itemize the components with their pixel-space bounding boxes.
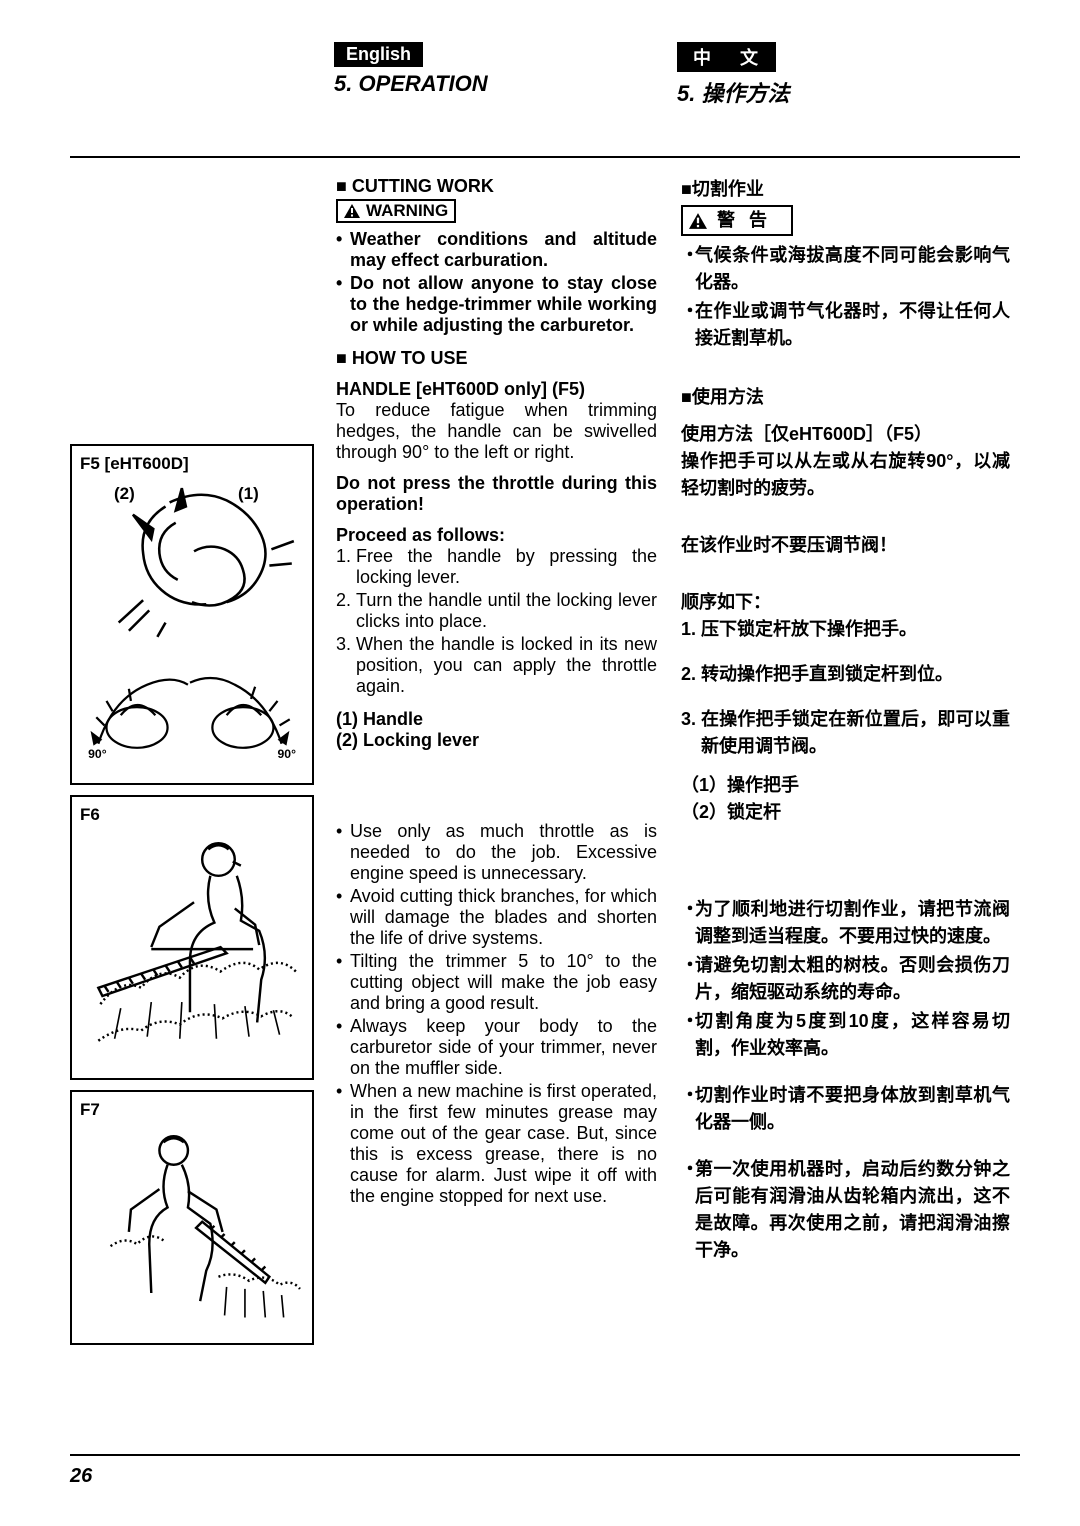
no-throttle-cn: 在该作业时不要压调节阀！	[681, 532, 1010, 559]
warning-box-cn: 警告	[681, 205, 793, 236]
column-chinese: 切割作业 警告 气候条件或海拔高度不同可能会影响气化器。 在作业或调节气化器时，…	[667, 176, 1020, 1355]
tip-en-4: When a new machine is first operated, in…	[336, 1081, 657, 1207]
rule-bottom	[70, 1454, 1020, 1456]
no-throttle-en: Do not press the throttle during this op…	[336, 473, 657, 515]
warn-en-1: Do not allow anyone to stay close to the…	[336, 273, 657, 336]
warning-box-en: WARNING	[336, 199, 456, 223]
parts-en-1: (1) Handle	[336, 709, 657, 730]
parts-cn-1: （1）操作把手	[681, 772, 1010, 799]
tip-en-2: Tilting the trimmer 5 to 10° to the cutt…	[336, 951, 657, 1014]
handle-heading-en: HANDLE [eHT600D only] (F5)	[336, 379, 657, 400]
tip-en-1: Avoid cutting thick branches, for which …	[336, 886, 657, 949]
tips-cn: 为了顺利地进行切割作业，请把节流阀调整到适当程度。不要用过快的速度。 请避免切割…	[681, 896, 1010, 1264]
tip-en-3: Always keep your body to the carburetor …	[336, 1016, 657, 1079]
lang-tag-cn: 中 文	[677, 42, 776, 72]
heading-cutting-work-cn: 切割作业	[681, 176, 1010, 203]
header-row: English 5. OPERATION 中 文 5. 操作方法	[70, 42, 1020, 108]
tip-cn-1: 请避免切割太粗的树枝。否则会损伤刀片，缩短驱动系统的寿命。	[681, 952, 1010, 1006]
handle-heading-cn: 使用方法［仅eHT600D］（F5）	[681, 421, 1010, 448]
heading-how-to-use-cn: 使用方法	[681, 384, 1010, 411]
heading-cutting-work-en: CUTTING WORK	[336, 176, 657, 197]
figure-f5: F5 [eHT600D] (2) (1)	[70, 444, 314, 785]
parts-en-2: (2) Locking lever	[336, 730, 657, 751]
section-title-en: 5. OPERATION	[334, 71, 677, 97]
warn-en-0: Weather conditions and altitude may effe…	[336, 229, 657, 271]
steps-en: Free the handle by pressing the locking …	[336, 546, 657, 697]
lang-tag-en: English	[334, 42, 423, 67]
column-english: CUTTING WORK WARNING Weather conditions …	[314, 176, 667, 1355]
warning-label-en: WARNING	[366, 201, 448, 221]
handle-body-cn: 操作把手可以从左或从右旋转90°，以减轻切割时的疲劳。	[681, 448, 1010, 502]
warning-icon	[689, 213, 707, 229]
figure-column: F5 [eHT600D] (2) (1)	[70, 176, 314, 1355]
tip-cn-4: 第一次使用机器时，启动后约数分钟之后可能有润滑油从齿轮箱内流出，这不是故障。再次…	[681, 1156, 1010, 1264]
warning-list-cn: 气候条件或海拔高度不同可能会影响气化器。 在作业或调节气化器时，不得让任何人接近…	[681, 242, 1010, 352]
content-area: F5 [eHT600D] (2) (1)	[70, 176, 1020, 1355]
rule-top	[70, 156, 1020, 158]
heading-how-to-use-en: HOW TO USE	[336, 348, 657, 369]
text-columns: CUTTING WORK WARNING Weather conditions …	[314, 176, 1020, 1355]
step-cn-0: 压下锁定杆放下操作把手。	[681, 616, 1010, 643]
figure-f5-label: F5 [eHT600D]	[80, 454, 304, 474]
step-cn-2: 在操作把手锁定在新位置后，即可以重新使用调节阀。	[681, 706, 1010, 760]
header-en: English 5. OPERATION	[334, 42, 677, 108]
parts-cn-2: （2）锁定杆	[681, 799, 1010, 826]
warning-list-en: Weather conditions and altitude may effe…	[336, 229, 657, 336]
handle-body-en: To reduce fatigue when trimming hedges, …	[336, 400, 657, 463]
steps-cn: 压下锁定杆放下操作把手。 转动操作把手直到锁定杆到位。 在操作把手锁定在新位置后…	[681, 616, 1010, 760]
figure-f7: F7	[70, 1090, 314, 1345]
header-cn: 中 文 5. 操作方法	[677, 42, 1020, 108]
proceed-cn: 顺序如下：	[681, 589, 1010, 616]
section-title-cn: 5. 操作方法	[677, 76, 1020, 108]
callout-2: (2)	[114, 484, 135, 504]
step-en-0: Free the handle by pressing the locking …	[336, 546, 657, 588]
angle-right: 90°	[278, 747, 297, 761]
tip-cn-0: 为了顺利地进行切割作业，请把节流阀调整到适当程度。不要用过快的速度。	[681, 896, 1010, 950]
tips-en: Use only as much throttle as is needed t…	[336, 821, 657, 1207]
figure-f5-illustration-rotation: 90° 90°	[80, 646, 304, 768]
tip-cn-2: 切割角度为5度到10度，这样容易切割，作业效率高。	[681, 1008, 1010, 1062]
tip-en-0: Use only as much throttle as is needed t…	[336, 821, 657, 884]
warning-icon	[344, 204, 360, 218]
figure-f7-label: F7	[80, 1100, 304, 1120]
step-en-2: When the handle is locked in its new pos…	[336, 634, 657, 697]
step-en-1: Turn the handle until the locking lever …	[336, 590, 657, 632]
warning-label-cn: 警告	[717, 207, 781, 234]
step-cn-1: 转动操作把手直到锁定杆到位。	[681, 661, 1010, 688]
angle-left: 90°	[88, 747, 107, 761]
page-number: 26	[70, 1465, 92, 1488]
warn-cn-1: 在作业或调节气化器时，不得让任何人接近割草机。	[681, 298, 1010, 352]
proceed-en: Proceed as follows:	[336, 525, 657, 546]
callout-1: (1)	[238, 484, 259, 504]
figure-f6-illustration	[80, 829, 304, 1063]
figure-f6-label: F6	[80, 805, 304, 825]
figure-f7-illustration	[80, 1124, 304, 1328]
warn-cn-0: 气候条件或海拔高度不同可能会影响气化器。	[681, 242, 1010, 296]
tip-cn-3: 切割作业时请不要把身体放到割草机气化器一侧。	[681, 1082, 1010, 1136]
figure-f6: F6	[70, 795, 314, 1080]
